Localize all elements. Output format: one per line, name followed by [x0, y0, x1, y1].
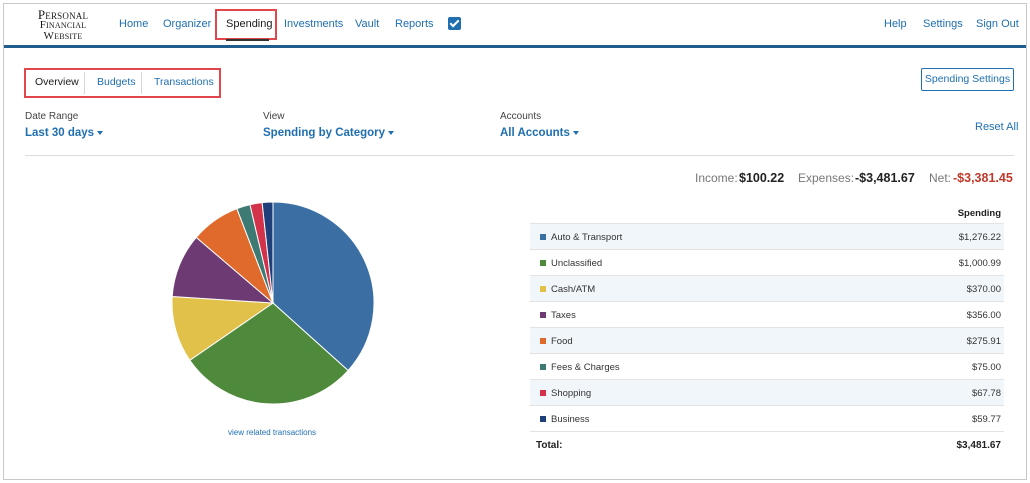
- caret-down-icon: [97, 130, 104, 135]
- category-name: Shopping: [551, 388, 592, 399]
- income-label: Income:: [695, 171, 738, 185]
- tab-divider: [84, 72, 85, 94]
- category-color-swatch: [540, 234, 546, 240]
- category-name: Fees & Charges: [551, 362, 620, 373]
- category-color-swatch: [540, 364, 546, 370]
- category-amount: $356.00: [966, 310, 1001, 321]
- nav-organizer[interactable]: Organizer: [163, 18, 212, 30]
- site-logo[interactable]: Personal Financial Website: [32, 7, 94, 42]
- category-amount: $370.00: [966, 284, 1001, 295]
- category-amount: $59.77: [971, 414, 1001, 425]
- spending-pie-chart[interactable]: [168, 198, 378, 408]
- spending-settings-button[interactable]: Spending Settings: [921, 68, 1014, 91]
- category-color-swatch: [540, 416, 546, 422]
- category-amount: $67.78: [971, 388, 1001, 399]
- caret-down-icon: [572, 130, 579, 135]
- total-label: Total:: [536, 440, 563, 451]
- tab-overview[interactable]: Overview: [35, 76, 79, 88]
- table-row[interactable]: Taxes $356.00: [530, 302, 1004, 328]
- expenses-label: Expenses:: [798, 171, 855, 185]
- logo-line-2: Financial: [39, 19, 87, 31]
- table-body: Auto & Transport $1,276.22 Unclassified $1,…: [530, 224, 1004, 432]
- nav-settings[interactable]: Settings: [923, 18, 963, 30]
- category-name: Taxes: [551, 310, 576, 321]
- table-row[interactable]: Auto & Transport $1,276.22: [530, 224, 1004, 250]
- tab-budgets[interactable]: Budgets: [97, 76, 136, 88]
- nav-sign-out[interactable]: Sign Out: [976, 18, 1019, 30]
- nav-investments[interactable]: Investments: [284, 18, 344, 30]
- category-name: Auto & Transport: [551, 232, 623, 243]
- tab-transactions[interactable]: Transactions: [154, 76, 214, 88]
- spending-column-header: Spending: [957, 208, 1001, 219]
- reset-all-link[interactable]: Reset All: [975, 121, 1019, 133]
- category-name: Cash/ATM: [551, 284, 596, 295]
- nav-home[interactable]: Home: [119, 18, 149, 30]
- category-color-swatch: [540, 390, 546, 396]
- view-value: Spending by Category: [263, 127, 386, 139]
- table-row[interactable]: Shopping $67.78: [530, 380, 1004, 406]
- pie-slice-unclassified[interactable]: [189, 302, 349, 405]
- category-name: Unclassified: [551, 258, 603, 269]
- category-color-swatch: [540, 312, 546, 318]
- checkbox-icon[interactable]: [448, 17, 461, 30]
- category-color-swatch: [540, 338, 546, 344]
- view-label: View: [263, 111, 285, 122]
- nav-vault[interactable]: Vault: [355, 18, 380, 30]
- table-row[interactable]: Food $275.91: [530, 328, 1004, 354]
- pie-slice-auto-transport[interactable]: [272, 201, 375, 372]
- category-name: Business: [551, 414, 590, 425]
- date-range-value: Last 30 days: [25, 127, 95, 139]
- view-related-transactions-link[interactable]: view related transactions: [228, 428, 317, 437]
- nav-reports[interactable]: Reports: [395, 18, 434, 30]
- table-header: Spending: [530, 201, 1004, 224]
- accounts-dropdown[interactable]: All Accounts: [500, 127, 579, 139]
- highlight-box-subtabs: [24, 68, 221, 98]
- pie-slice-business[interactable]: [261, 201, 274, 304]
- total-value: $3,481.67: [956, 440, 1002, 451]
- nav-spending[interactable]: Spending: [226, 18, 273, 30]
- category-name: Food: [551, 336, 573, 347]
- category-amount: $75.00: [971, 362, 1001, 373]
- pie-slice-cash-atm[interactable]: [171, 295, 275, 361]
- table-row[interactable]: Unclassified $1,000.99: [530, 250, 1004, 276]
- logo-line-1: Personal: [37, 7, 89, 22]
- category-color-swatch: [540, 286, 546, 292]
- logo-line-3: Website: [43, 30, 83, 42]
- income-value: $100.22: [739, 171, 785, 185]
- table-row[interactable]: Fees & Charges $75.00: [530, 354, 1004, 380]
- nav-help[interactable]: Help: [884, 18, 907, 30]
- table-row[interactable]: Business $59.77: [530, 406, 1004, 432]
- category-amount: $1,000.99: [958, 258, 1001, 269]
- caret-down-icon: [388, 130, 395, 135]
- category-color-swatch: [540, 260, 546, 266]
- accounts-label: Accounts: [500, 111, 542, 122]
- nav-active-indicator: [226, 39, 269, 41]
- category-amount: $1,276.22: [958, 232, 1001, 243]
- spending-table: Spending Auto & Transport $1,276.22 Unclas…: [530, 201, 1004, 456]
- date-range-label: Date Range: [25, 111, 79, 122]
- tab-divider: [141, 72, 142, 94]
- top-nav: Personal Financial Website Home Organize…: [4, 4, 1026, 46]
- category-amount: $275.91: [966, 336, 1001, 347]
- table-row[interactable]: Cash/ATM $370.00: [530, 276, 1004, 302]
- divider: [25, 155, 1014, 156]
- expenses-value: -$3,481.67: [855, 171, 915, 185]
- net-label: Net:: [929, 171, 952, 185]
- view-dropdown[interactable]: Spending by Category: [263, 127, 395, 139]
- nav-rule: [4, 45, 1026, 48]
- app-frame: Personal Financial Website Home Organize…: [3, 3, 1027, 480]
- net-value: -$3,381.45: [953, 171, 1013, 185]
- table-total-row: Total: $3,481.67: [530, 432, 1004, 456]
- date-range-dropdown[interactable]: Last 30 days: [25, 127, 104, 139]
- accounts-value: All Accounts: [500, 127, 570, 139]
